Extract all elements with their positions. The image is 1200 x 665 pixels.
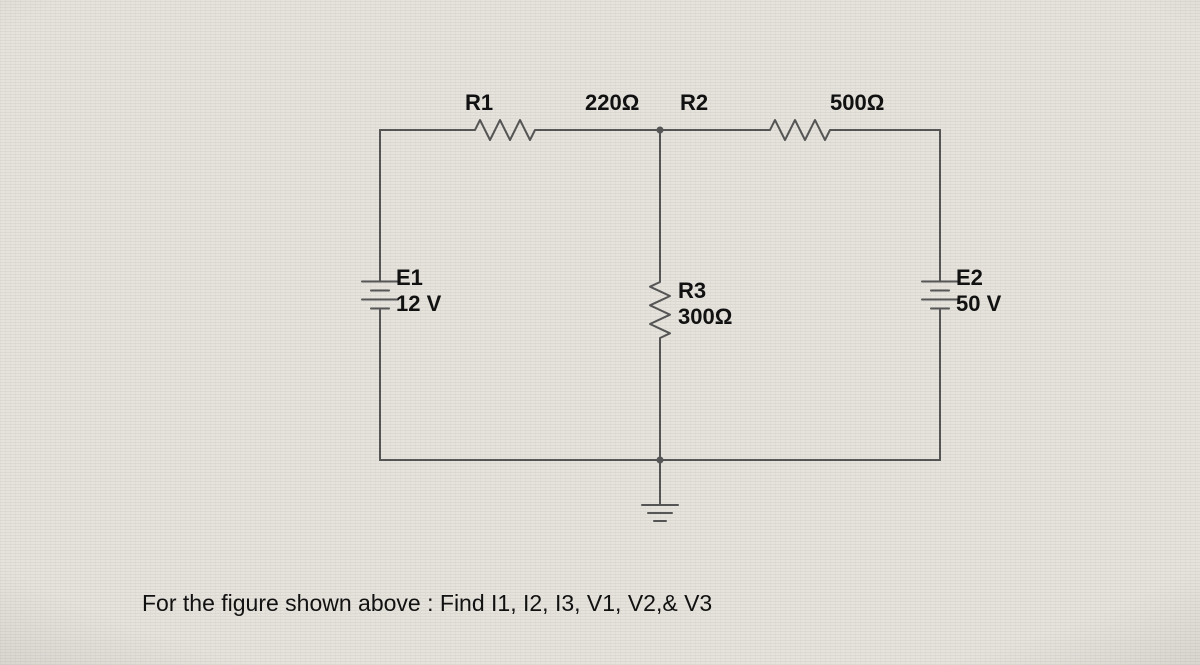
vignette-overlay — [0, 0, 1200, 665]
question-text: For the figure shown above : Find I1, I2… — [142, 590, 712, 617]
